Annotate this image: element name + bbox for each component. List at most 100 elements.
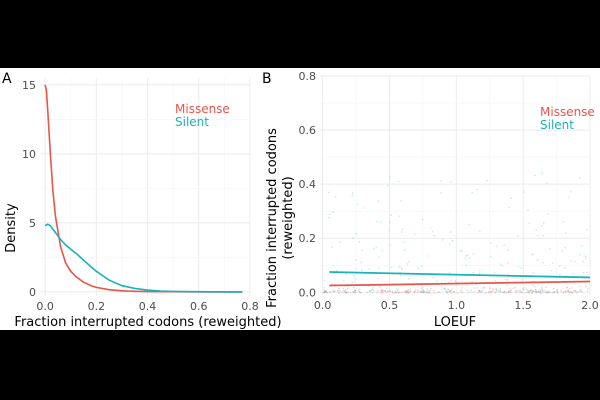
panel-b-point-silent <box>345 273 347 275</box>
panel-b-point-silent <box>510 197 513 199</box>
panel-b-x-tick-label: 2.0 <box>581 299 599 312</box>
panel-b-y-tick-label: 0.2 <box>299 232 317 245</box>
panel-b-point-missense <box>395 292 397 294</box>
panel-b-point-silent <box>338 241 341 243</box>
panel-b-legend-silent: Silent <box>540 118 574 132</box>
panel-b-point-silent <box>486 179 488 182</box>
panel-b-point-missense <box>404 291 407 293</box>
panel-b-point-silent <box>520 267 522 269</box>
panel-b-point-silent <box>389 221 391 224</box>
panel-b-point-missense <box>491 290 494 292</box>
panel-b-point-silent <box>333 290 336 292</box>
panel-b-point-missense <box>489 287 491 289</box>
panel-b-point-missense <box>453 290 455 293</box>
panel-b-point-missense <box>397 292 400 294</box>
panel-b-point-missense <box>571 292 573 294</box>
panel-b-point-silent <box>332 291 335 293</box>
panel-b-point-missense <box>394 290 397 293</box>
panel-b-trend-silent <box>329 271 591 279</box>
panel-b-point-missense <box>539 290 541 293</box>
panel-b-point-missense <box>329 291 331 293</box>
panel-b-trend-missense <box>329 280 591 287</box>
panel-b-point-silent <box>534 288 537 291</box>
panel-b-point-missense <box>358 289 360 291</box>
panel-b-point-missense <box>548 291 550 293</box>
panel-b-point-silent <box>430 287 432 289</box>
panel-b-point-missense <box>413 291 415 294</box>
panel-b-point-silent <box>377 200 380 203</box>
panel-b-point-silent <box>401 268 403 271</box>
panel-b-point-silent <box>499 263 502 265</box>
panel-b-point-missense <box>449 290 451 293</box>
panel-b-point-missense <box>423 290 425 292</box>
panel-b-point-missense <box>469 290 471 293</box>
panel-b-point-silent <box>578 177 581 179</box>
panel-b-point-missense <box>577 291 579 293</box>
panel-b-point-missense <box>541 289 544 292</box>
panel-b-point-silent <box>562 221 565 223</box>
panel-b-point-missense <box>584 255 587 257</box>
panel-b-point-silent <box>443 287 445 289</box>
panel-b-point-missense <box>422 292 424 294</box>
panel-b-point-silent <box>391 290 394 292</box>
panel-b-point-silent <box>569 292 571 294</box>
panel-b-point-missense <box>481 291 483 293</box>
panel-b-point-missense <box>478 290 480 292</box>
panel-b-point-silent <box>576 292 578 294</box>
panel-b-point-silent <box>421 291 423 293</box>
panel-b-point-missense <box>556 290 558 293</box>
panel-b-point-missense <box>448 272 451 274</box>
panel-a-label: A <box>2 71 12 87</box>
panel-b-point-missense <box>436 280 438 282</box>
panel-b-point-silent <box>568 196 570 198</box>
panel-b-point-missense <box>509 287 511 289</box>
panel-a-y-tick-label: 15 <box>22 79 36 92</box>
panel-b-point-missense <box>535 229 537 231</box>
panel-b-x-axis-title: LOEUF <box>434 315 476 330</box>
panel-b-point-missense <box>413 290 416 293</box>
panel-b-point-missense <box>519 289 521 292</box>
panel-b-point-missense <box>353 291 355 293</box>
panel-b-point-silent <box>395 287 398 289</box>
panel-b-point-missense <box>429 292 431 294</box>
panel-b-point-silent <box>361 269 363 271</box>
panel-b-point-missense <box>384 290 387 292</box>
panel-b-point-silent <box>481 287 483 289</box>
panel-b-point-missense <box>380 289 382 292</box>
panel-b-point-silent <box>536 259 539 261</box>
panel-b-point-silent <box>466 289 468 292</box>
panel-b-point-missense <box>491 291 493 293</box>
panel-b-point-silent <box>358 291 361 293</box>
panel-b-point-missense <box>460 290 462 293</box>
panel-a-series <box>44 84 243 293</box>
panel-b-y-ticks: 0.0 0.2 0.4 0.6 0.8 <box>299 70 317 299</box>
panel-b-point-silent <box>517 290 519 293</box>
panel-b-point-missense <box>489 290 492 293</box>
panel-b-legend-missense: Missense <box>540 105 595 119</box>
panel-b-point-missense <box>490 292 492 294</box>
panel-b-point-missense <box>390 266 393 269</box>
panel-b-x-tick-label: 1.5 <box>514 299 532 312</box>
panel-b-point-silent <box>328 191 330 194</box>
panel-b-point-missense <box>539 290 541 293</box>
panel-b-point-silent <box>545 182 548 185</box>
panel-b-point-silent <box>352 192 354 194</box>
panel-b-point-missense <box>499 289 501 292</box>
panel-b-point-silent <box>482 289 484 291</box>
panel-b-point-missense <box>564 246 566 249</box>
panel-b-point-missense <box>415 289 417 291</box>
panel-b-point-missense <box>584 285 587 287</box>
panel-b-point-silent <box>497 289 499 291</box>
panel-b-point-silent <box>465 255 467 257</box>
panel-b-point-missense <box>585 257 587 260</box>
panel-b-point-missense <box>553 292 555 294</box>
panel-b-point-missense <box>518 292 521 294</box>
panel-b-point-missense <box>510 289 513 291</box>
panel-b-point-silent <box>402 228 404 231</box>
panel-b-point-missense <box>339 289 341 292</box>
panel-a-x-axis-title: Fraction interrupted codons (reweighted) <box>14 315 281 330</box>
panel-b-point-silent <box>539 292 542 294</box>
panel-b-point-silent <box>358 291 360 293</box>
panel-b-point-missense <box>423 291 426 293</box>
panel-b-point-missense <box>400 291 402 294</box>
